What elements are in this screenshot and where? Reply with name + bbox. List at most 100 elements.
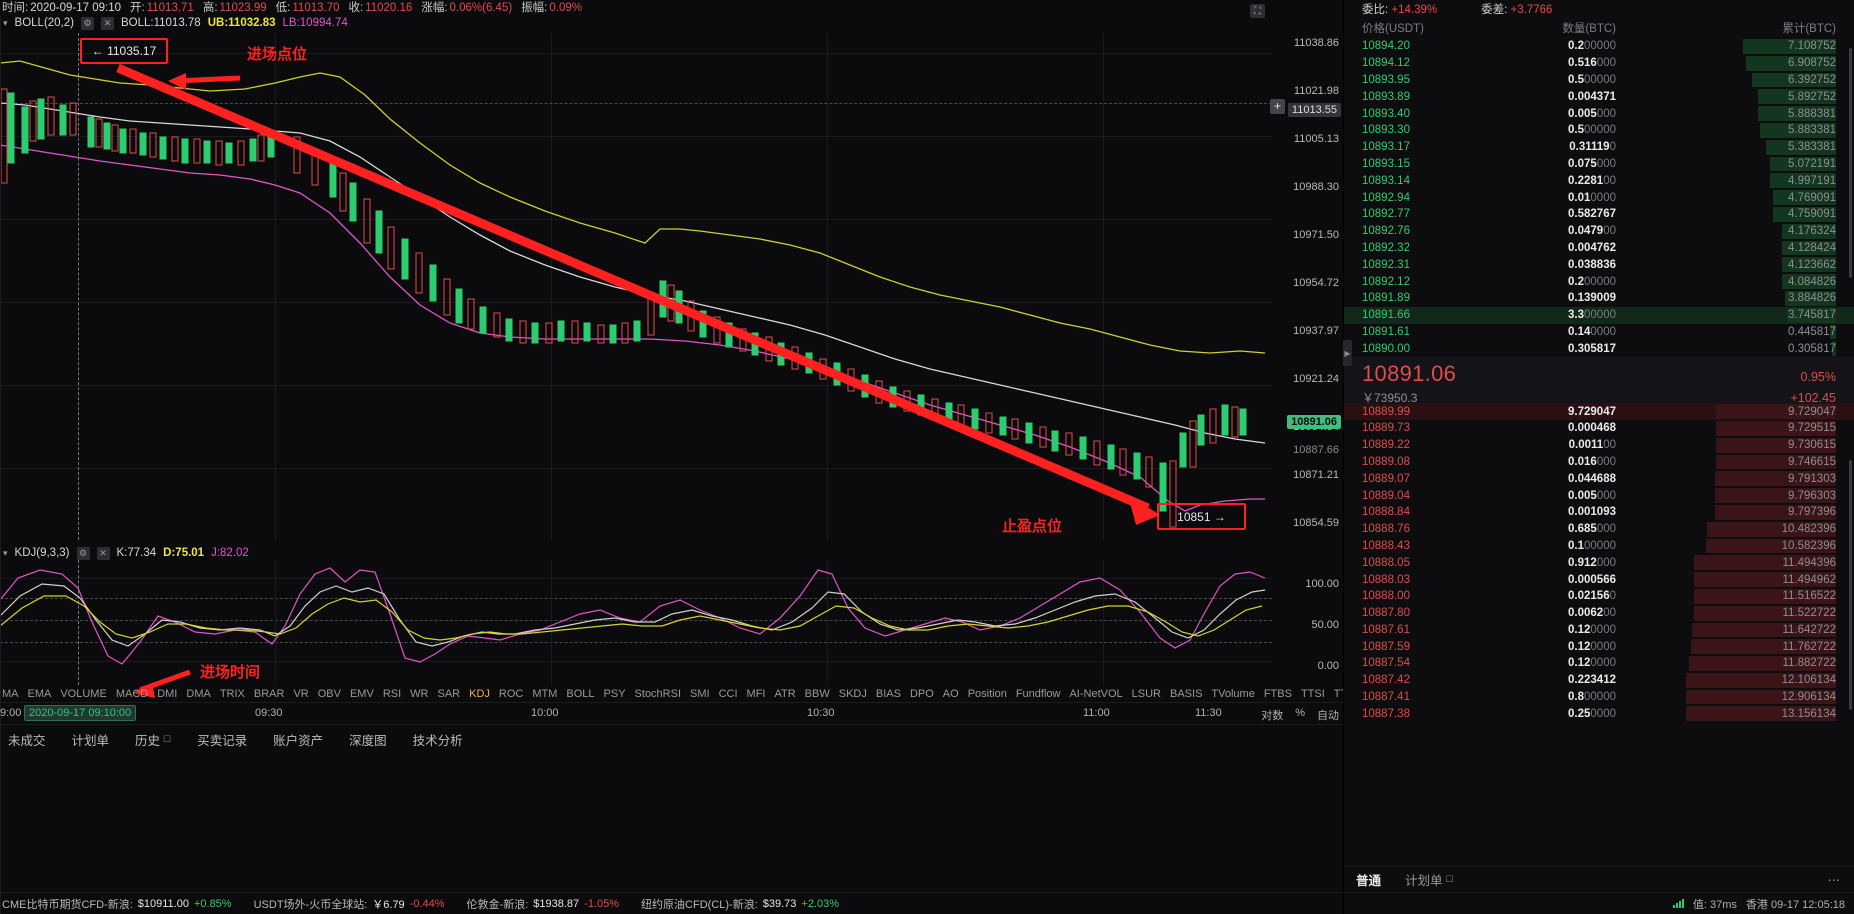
axis-control-log[interactable]: 对数 <box>1261 710 1284 722</box>
bid-row[interactable]: 10888.05 0.912000 11.494396 <box>1344 554 1854 571</box>
bid-row[interactable]: 10888.03 0.000566 11.494962 <box>1344 571 1854 588</box>
bid-row[interactable]: 10887.54 0.120000 11.882722 <box>1344 655 1854 672</box>
ask-row[interactable]: 10893.30 0.500000 5.883381 <box>1344 122 1854 139</box>
bottom-tab-plan-orders[interactable]: 计划单 <box>71 733 110 748</box>
orderbook-tab-plan[interactable]: 计划单 ☐ <box>1405 874 1454 888</box>
bottom-tab-depth-chart[interactable]: 深度图 <box>349 733 387 748</box>
ask-row[interactable]: 10893.40 0.005000 5.888381 <box>1344 105 1854 122</box>
kdj-chevron-down-icon[interactable]: ▾ <box>3 547 8 558</box>
orderbook-expand-arrow-icon[interactable]: ▶ <box>1343 340 1352 366</box>
ask-row[interactable]: 10892.32 0.004762 4.128424 <box>1344 240 1854 257</box>
time-axis[interactable]: 9:00 2020-09-17 09:10:00 09:30 10:00 10:… <box>0 702 1343 724</box>
ask-row[interactable]: 10891.89 0.139009 3.884826 <box>1344 290 1854 307</box>
indicator-tab-dpo[interactable]: DPO <box>909 687 934 700</box>
indicator-tab-emv[interactable]: EMV <box>349 687 374 700</box>
ask-row[interactable]: 10892.12 0.200000 4.084826 <box>1344 273 1854 290</box>
indicator-tab-volume[interactable]: VOLUME <box>60 687 107 700</box>
indicator-tab-boll[interactable]: BOLL <box>566 687 595 700</box>
bid-row[interactable]: 10889.99 9.729047 9.729047 <box>1344 403 1854 420</box>
bid-row[interactable]: 10888.84 0.001093 9.797396 <box>1344 504 1854 521</box>
ellipsis-icon[interactable]: ⋯ <box>1827 873 1841 887</box>
indicator-tab-ftbs[interactable]: FTBS <box>1263 687 1292 700</box>
indicator-tabs[interactable]: MA EMA VOLUME MACD DMI DMA TRIX BRAR VR … <box>0 685 1343 702</box>
indicator-tab-basis[interactable]: BASIS <box>1170 687 1203 700</box>
indicator-tab-dmi[interactable]: DMI <box>157 687 178 700</box>
ask-row[interactable]: 10892.94 0.010000 4.769091 <box>1344 189 1854 206</box>
kdj-gear-icon[interactable]: ⚙ <box>76 546 90 560</box>
ticker-item[interactable]: 伦敦金-新浪: $1938.87 -1.05% <box>467 896 619 912</box>
gear-icon[interactable]: ⚙ <box>80 17 94 30</box>
bid-row[interactable]: 10888.43 0.100000 10.582396 <box>1344 538 1854 555</box>
bottom-tab-history[interactable]: 历史 ☐ <box>135 733 172 748</box>
bid-row[interactable]: 10887.61 0.120000 11.642722 <box>1344 622 1854 639</box>
indicator-tab-dma[interactable]: DMA <box>186 687 211 700</box>
axis-control-auto[interactable]: 自动 <box>1317 710 1339 722</box>
chevron-down-icon[interactable]: ▾ <box>3 18 8 28</box>
bid-row[interactable]: 10888.76 0.685000 10.482396 <box>1344 521 1854 538</box>
close-icon[interactable]: ✕ <box>100 17 114 30</box>
indicator-tab-brar[interactable]: BRAR <box>253 687 285 700</box>
ask-row[interactable]: 10892.76 0.047900 4.176324 <box>1344 223 1854 240</box>
indicator-tab-mtm[interactable]: MTM <box>532 687 558 700</box>
bid-row[interactable]: 10889.22 0.001100 9.730615 <box>1344 437 1854 454</box>
indicator-tab-trix[interactable]: TRIX <box>219 687 245 700</box>
indicator-tab-bias[interactable]: BIAS <box>875 687 901 700</box>
ask-row[interactable]: 10893.89 0.004371 5.892752 <box>1344 88 1854 105</box>
asks-scrollbar[interactable] <box>1849 48 1852 278</box>
indicator-tab-skdj[interactable]: SKDJ <box>838 687 867 700</box>
ask-row[interactable]: 10894.20 0.200000 7.108752 <box>1344 38 1854 55</box>
bottom-tab-open-orders[interactable]: 未成交 <box>8 733 46 748</box>
orderbook-tab-normal[interactable]: 普通 <box>1356 874 1382 888</box>
ask-row[interactable]: 10891.61 0.140000 0.445817 <box>1344 324 1854 341</box>
ask-row[interactable]: 10892.77 0.582767 4.759091 <box>1344 206 1854 223</box>
indicator-tab-roc[interactable]: ROC <box>498 687 524 700</box>
ask-row[interactable]: 10894.12 0.516000 6.908752 <box>1344 55 1854 72</box>
kdj-plot[interactable] <box>0 560 1272 685</box>
bottom-tab-bar[interactable]: 未成交 计划单 历史 ☐ 买卖记录 账户资产 深度图 技术分析 <box>0 724 1343 753</box>
bottom-tab-trade-records[interactable]: 买卖记录 <box>197 733 248 748</box>
bottom-tab-technical-analysis[interactable]: 技术分析 <box>412 733 463 748</box>
bid-row[interactable]: 10887.59 0.120000 11.762722 <box>1344 638 1854 655</box>
indicator-tab-fundflow[interactable]: Fundflow <box>1015 687 1061 700</box>
indicator-tab-sar[interactable]: SAR <box>437 687 461 700</box>
indicator-tab-ao[interactable]: AO <box>942 687 959 700</box>
indicator-tab-bbw[interactable]: BBW <box>804 687 830 700</box>
ask-row[interactable]: 10893.17 0.311190 5.383381 <box>1344 139 1854 156</box>
price-axis[interactable]: 11038.86 11021.98 11005.13 10988.30 1097… <box>1272 16 1343 685</box>
indicator-tab-ema[interactable]: EMA <box>27 687 52 700</box>
indicator-tab-macd[interactable]: MACD <box>115 687 149 700</box>
indicator-tab-vr[interactable]: VR <box>293 687 309 700</box>
axis-control-pct[interactable]: % <box>1295 707 1305 719</box>
indicator-tab-ttsi[interactable]: TTSI <box>1300 687 1325 700</box>
indicator-tab-cci[interactable]: CCI <box>718 687 738 700</box>
bid-row[interactable]: 10889.07 0.044688 9.791303 <box>1344 470 1854 487</box>
bid-row[interactable]: 10887.41 0.800000 12.906134 <box>1344 689 1854 706</box>
bid-row[interactable]: 10889.73 0.000468 9.729515 <box>1344 420 1854 437</box>
indicator-tab-stochrsi[interactable]: StochRSI <box>634 687 682 700</box>
candlestick-plot[interactable] <box>0 33 1272 540</box>
indicator-tab-obv[interactable]: OBV <box>317 687 341 700</box>
add-indicator-plus-icon[interactable]: + <box>1270 99 1285 114</box>
bids-scrollbar[interactable] <box>1849 460 1852 710</box>
bid-row[interactable]: 10887.42 0.223412 12.106134 <box>1344 672 1854 689</box>
ask-row[interactable]: 10893.15 0.075000 5.072191 <box>1344 156 1854 173</box>
ask-rows[interactable]: 10894.20 0.200000 7.108752 10894.12 0.516000… <box>1344 38 1854 357</box>
ticker-item[interactable]: 纽约原油CFD(CL)-新浪: $39.73 +2.03% <box>641 896 839 912</box>
ask-row[interactable]: 10893.14 0.228100 4.997191 <box>1344 172 1854 189</box>
bid-row[interactable]: 10888.00 0.021560 11.516522 <box>1344 588 1854 605</box>
kdj-close-icon[interactable]: ✕ <box>96 546 110 560</box>
indicator-tab-psy[interactable]: PSY <box>603 687 626 700</box>
indicator-tab-ai-netvol[interactable]: AI-NetVOL <box>1069 687 1123 700</box>
indicator-tab-smi[interactable]: SMI <box>690 687 710 700</box>
bid-row[interactable]: 10889.04 0.005000 9.796303 <box>1344 487 1854 504</box>
indicator-tab-wr[interactable]: WR <box>410 687 429 700</box>
axis-controls[interactable]: 对数 % 自动 <box>1261 707 1339 723</box>
indicator-tab-kdj[interactable]: KDJ <box>469 687 490 700</box>
bid-row[interactable]: 10887.80 0.006200 11.522722 <box>1344 605 1854 622</box>
indicator-tab-ma[interactable]: MA <box>2 687 19 700</box>
ticker-item[interactable]: CME比特币期货CFD-新浪: $10911.00 +0.85% <box>2 896 232 912</box>
ask-row[interactable]: 10893.95 0.500000 6.392752 <box>1344 72 1854 89</box>
indicator-tab-tvolume[interactable]: TVolume <box>1211 687 1255 700</box>
bid-rows[interactable]: 10889.99 9.729047 9.729047 10889.73 0.000468… <box>1344 403 1854 722</box>
ask-row[interactable]: 10892.31 0.038836 4.123662 <box>1344 256 1854 273</box>
